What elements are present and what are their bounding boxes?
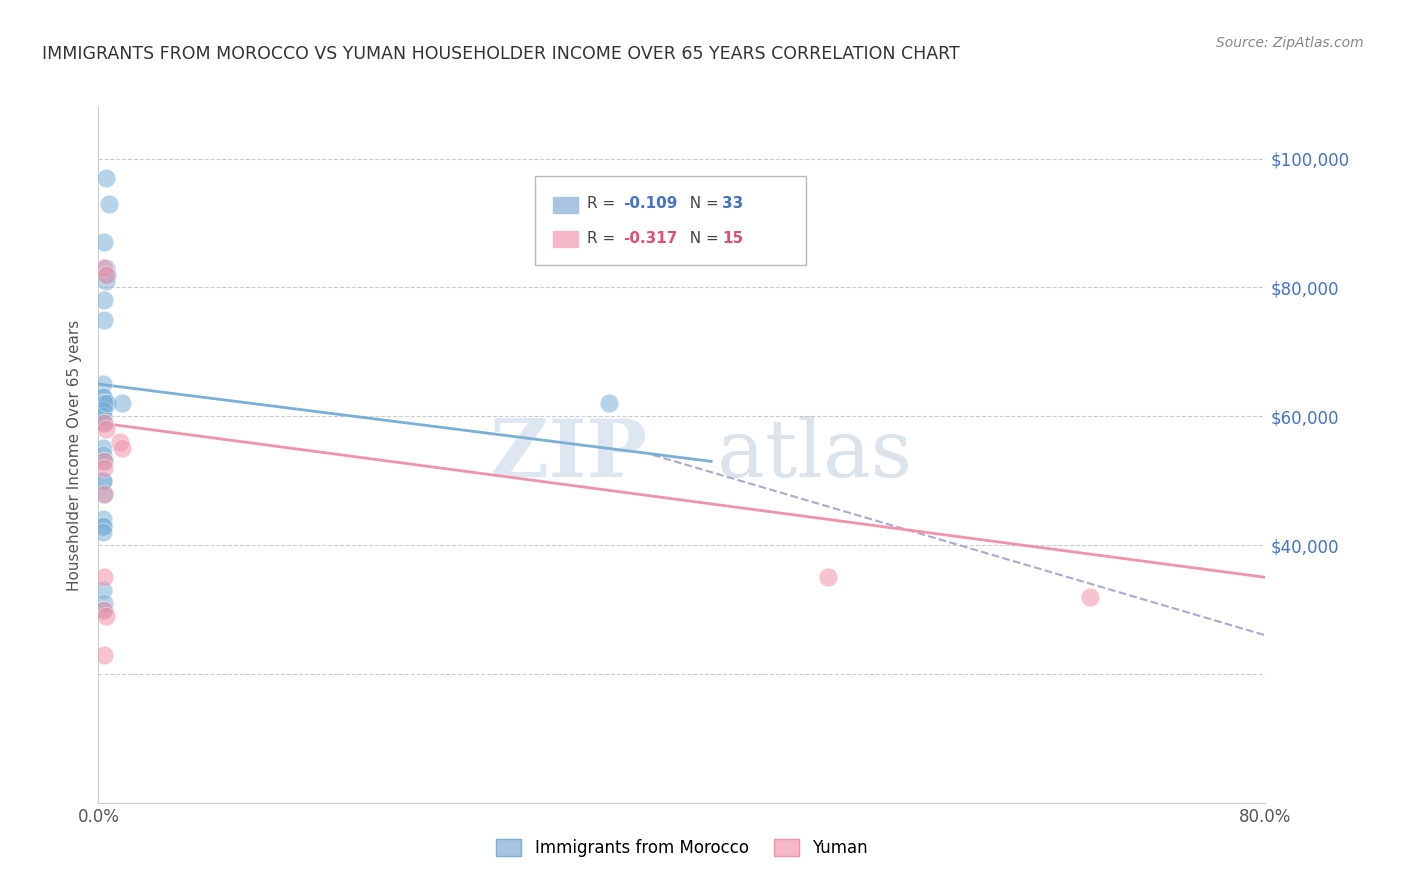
Point: [91, 583, 114, 598]
Point: [93, 596, 115, 610]
Point: [111, 396, 134, 410]
Point: [91, 474, 114, 488]
Text: -0.317: -0.317: [623, 231, 678, 246]
Legend: Immigrants from Morocco, Yuman: Immigrants from Morocco, Yuman: [489, 832, 875, 864]
Text: Source: ZipAtlas.com: Source: ZipAtlas.com: [1216, 36, 1364, 50]
Point: [96, 268, 118, 282]
Point: [93, 312, 115, 326]
Point: [93, 486, 115, 500]
Point: [93, 396, 115, 410]
Point: [93, 460, 115, 475]
Text: R =: R =: [586, 231, 620, 246]
Point: [91, 390, 114, 404]
Point: [93, 602, 115, 616]
Point: [94, 170, 117, 185]
Point: [94, 609, 117, 624]
Text: N =: N =: [679, 231, 723, 246]
Point: [91, 409, 114, 424]
Point: [598, 396, 620, 410]
Point: [111, 442, 134, 456]
Point: [91, 390, 114, 404]
Point: [93, 454, 115, 468]
Point: [110, 435, 132, 450]
Text: 33: 33: [721, 196, 744, 211]
Text: ZIP: ZIP: [489, 416, 647, 494]
Point: [93, 261, 115, 276]
Point: [93, 396, 115, 410]
Point: [91, 474, 114, 488]
Text: IMMIGRANTS FROM MOROCCO VS YUMAN HOUSEHOLDER INCOME OVER 65 YEARS CORRELATION CH: IMMIGRANTS FROM MOROCCO VS YUMAN HOUSEHO…: [42, 45, 960, 62]
Text: R =: R =: [586, 196, 620, 211]
Point: [91, 402, 114, 417]
Point: [93, 293, 115, 308]
Text: N =: N =: [679, 196, 723, 211]
Text: 15: 15: [721, 231, 742, 246]
Point: [91, 377, 114, 392]
Text: -0.109: -0.109: [623, 196, 678, 211]
Point: [91, 402, 114, 417]
Point: [1080, 590, 1102, 604]
Point: [97, 196, 120, 211]
Point: [91, 442, 114, 456]
Y-axis label: Householder Income Over 65 years: Householder Income Over 65 years: [67, 319, 83, 591]
Point: [94, 268, 117, 282]
Point: [94, 261, 117, 276]
Point: [93, 454, 115, 468]
Point: [91, 518, 114, 533]
Point: [93, 235, 115, 250]
Point: [91, 512, 114, 526]
Point: [91, 448, 114, 462]
Point: [94, 274, 117, 288]
Point: [817, 570, 839, 584]
Point: [93, 648, 115, 662]
Point: [93, 486, 115, 500]
Point: [93, 416, 115, 430]
Point: [96, 396, 118, 410]
Point: [94, 422, 117, 436]
Point: [91, 602, 114, 616]
Text: atlas: atlas: [717, 416, 912, 494]
Point: [93, 570, 115, 584]
Point: [91, 525, 114, 540]
Point: [93, 416, 115, 430]
Point: [91, 518, 114, 533]
